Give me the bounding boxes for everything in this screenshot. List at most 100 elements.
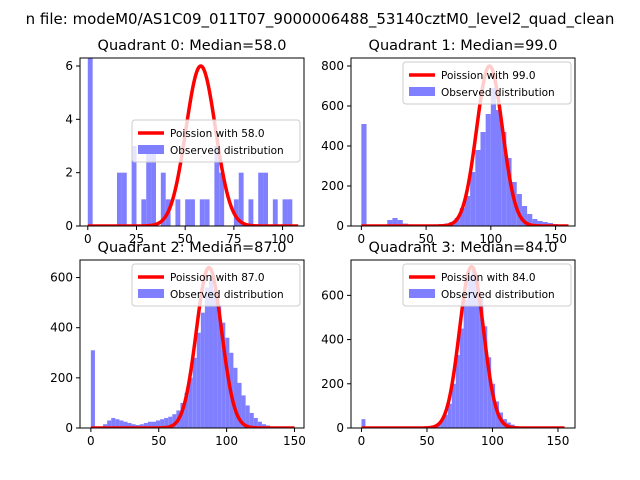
histogram-bar bbox=[487, 357, 492, 428]
legend-line-label: Poission with 84.0 bbox=[441, 272, 536, 284]
y-tick-label: 400 bbox=[321, 139, 344, 153]
y-tick-label: 600 bbox=[321, 288, 344, 302]
histogram-bar bbox=[483, 326, 488, 428]
histogram-bar bbox=[459, 208, 465, 226]
y-tick-label: 200 bbox=[321, 179, 344, 193]
histogram-bar bbox=[200, 312, 205, 428]
x-tick-label: 50 bbox=[419, 434, 434, 448]
legend-box bbox=[131, 119, 301, 163]
y-tick-label: 400 bbox=[321, 333, 344, 347]
legend-hist-label: Observed distribution bbox=[441, 87, 555, 99]
histogram-bar bbox=[123, 421, 128, 428]
histogram-bar bbox=[233, 199, 239, 226]
histogram-bar bbox=[151, 421, 157, 428]
histogram-bar bbox=[490, 88, 497, 226]
histogram-bar bbox=[454, 218, 460, 226]
histogram-bar bbox=[257, 421, 262, 428]
x-tick-label: 25 bbox=[129, 232, 144, 246]
y-tick-label: 600 bbox=[50, 271, 73, 285]
histogram-bar bbox=[444, 414, 448, 428]
histogram-bar bbox=[253, 417, 258, 428]
histogram-bar bbox=[282, 199, 288, 226]
histogram-bar bbox=[467, 275, 472, 428]
legend-hist-swatch bbox=[138, 289, 164, 298]
histogram-bar bbox=[127, 422, 132, 428]
y-tick-label: 0 bbox=[65, 219, 73, 233]
histogram-bar bbox=[537, 221, 543, 226]
histogram-bar bbox=[219, 172, 225, 226]
histogram-bar bbox=[263, 172, 268, 226]
figure-suptitle: n file: modeM0/AS1C09_011T07_9000006488_… bbox=[26, 10, 615, 29]
histogram-bar bbox=[397, 220, 403, 226]
histogram-bars bbox=[361, 88, 559, 226]
histogram-bar bbox=[192, 357, 197, 428]
subplot-3: 0 50 100 150 0 200 400 600 Poission with 84.0 Obs… bbox=[321, 259, 576, 448]
histogram-bar bbox=[221, 322, 226, 428]
histogram-bar bbox=[151, 146, 156, 226]
histogram-bar bbox=[479, 297, 484, 428]
y-tick-label: 800 bbox=[321, 59, 344, 73]
subplot-2: 0 50 100 150 0 200 400 600 Poission with 87.0 Obs… bbox=[50, 259, 306, 448]
histogram-bar bbox=[470, 172, 476, 226]
subplot-0: 0 25 50 75 100 0 2 4 6 Poission with 58.0 Observed… bbox=[65, 57, 305, 246]
histogram-bar bbox=[491, 383, 496, 428]
histogram-bar bbox=[147, 421, 152, 428]
y-tick-label: 0 bbox=[65, 421, 73, 435]
histogram-bar bbox=[451, 383, 456, 428]
histogram-bar bbox=[168, 416, 173, 428]
subplot-title: Quadrant 1: Median=99.0 bbox=[369, 38, 558, 54]
histogram-bar bbox=[471, 266, 476, 428]
subplot-title: Quadrant 0: Median=58.0 bbox=[98, 38, 287, 54]
histogram-bar bbox=[258, 172, 264, 226]
x-tick-label: 75 bbox=[226, 232, 241, 246]
histogram-bar bbox=[463, 299, 468, 428]
histogram-bar bbox=[160, 419, 165, 428]
y-tick-label: 0 bbox=[336, 421, 344, 435]
histogram-bar bbox=[119, 420, 124, 428]
x-tick-label: 100 bbox=[271, 232, 294, 246]
x-tick-label: 0 bbox=[358, 232, 366, 246]
histogram-bar bbox=[475, 277, 480, 428]
x-tick-label: 100 bbox=[215, 434, 238, 448]
legend-hist-swatch bbox=[409, 87, 435, 96]
histogram-bar bbox=[160, 172, 166, 226]
legend-hist-swatch bbox=[138, 145, 164, 154]
histogram-bar bbox=[361, 124, 367, 226]
legend-hist-label: Observed distribution bbox=[170, 289, 284, 301]
histogram-bar bbox=[233, 367, 238, 428]
x-tick-label: 0 bbox=[84, 232, 92, 246]
histogram-bar bbox=[361, 419, 366, 428]
histogram-bar bbox=[90, 350, 95, 428]
axes-frame bbox=[79, 259, 305, 429]
histogram-bar bbox=[131, 146, 137, 226]
x-tick-label: 150 bbox=[544, 232, 567, 246]
histogram-bar bbox=[146, 146, 152, 226]
x-tick-label: 50 bbox=[178, 232, 193, 246]
histogram-bar bbox=[387, 220, 393, 226]
histogram-bar bbox=[115, 419, 120, 428]
axes-frame bbox=[350, 259, 576, 429]
x-tick-label: 150 bbox=[547, 434, 570, 448]
axes-frame bbox=[350, 57, 576, 227]
histogram-bar bbox=[496, 110, 502, 226]
legend: Poission with 87.0 Observed distribution bbox=[131, 263, 301, 307]
histogram-bar bbox=[185, 199, 191, 226]
histogram-bar bbox=[480, 132, 486, 226]
histogram-bar bbox=[248, 199, 254, 226]
histogram-bar bbox=[199, 199, 205, 226]
histogram-bar bbox=[175, 199, 181, 226]
axes-frame bbox=[79, 57, 305, 227]
histogram-bar bbox=[139, 424, 144, 428]
histogram-bar bbox=[143, 422, 148, 428]
x-tick-label: 150 bbox=[283, 434, 306, 448]
histogram-bar bbox=[287, 199, 293, 226]
y-tick-label: 0 bbox=[336, 219, 344, 233]
x-tick-label: 0 bbox=[358, 434, 366, 448]
histogram-bar bbox=[180, 402, 185, 428]
histogram-bar bbox=[121, 172, 127, 226]
histogram-bar bbox=[542, 222, 548, 226]
panels: 0 25 50 75 100 0 2 4 6 Poission with 58.0 Observed… bbox=[50, 38, 576, 448]
subplot-title: Quadrant 2: Median=87.0 bbox=[98, 240, 287, 256]
histogram-bar bbox=[532, 219, 538, 226]
